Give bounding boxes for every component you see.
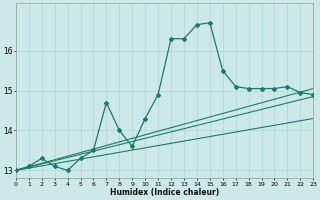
X-axis label: Humidex (Indice chaleur): Humidex (Indice chaleur): [110, 188, 219, 197]
